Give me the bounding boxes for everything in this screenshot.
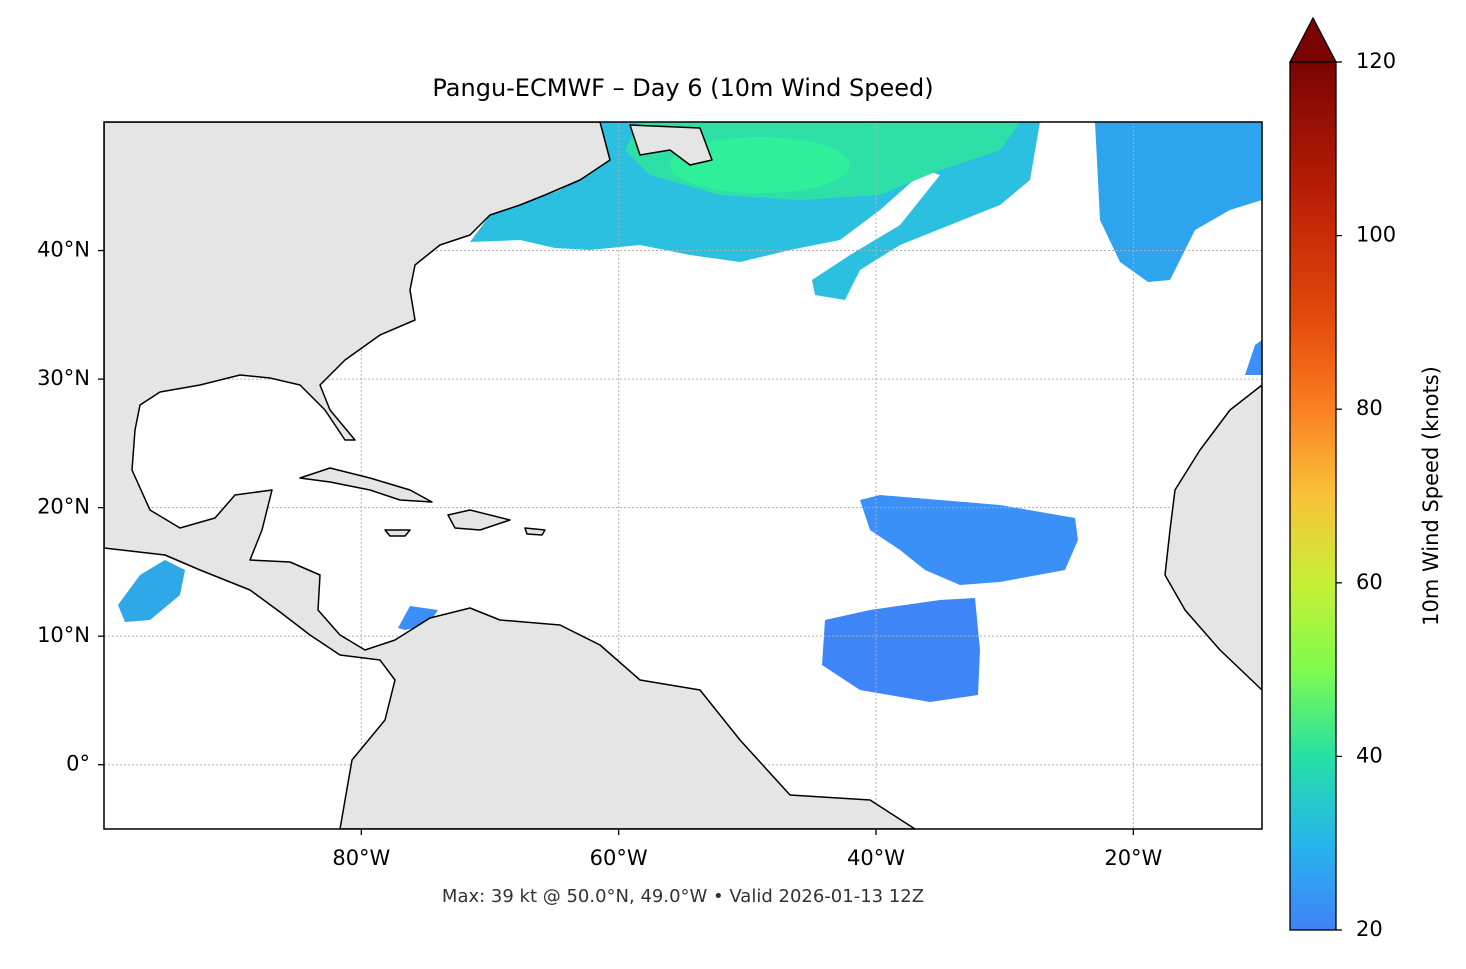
wind-region xyxy=(118,560,185,622)
landmass xyxy=(384,529,411,537)
x-tick-label: 60°W xyxy=(590,846,648,870)
colorbar-tick-label: 100 xyxy=(1356,223,1396,247)
x-tick-label: 80°W xyxy=(332,846,390,870)
colorbar-body xyxy=(1289,61,1337,931)
y-tick-label: 40°N xyxy=(37,238,90,262)
y-tick-label: 30°N xyxy=(37,366,90,390)
wind-region xyxy=(1245,340,1262,375)
colorbar-tick-label: 40 xyxy=(1356,743,1383,767)
landmass xyxy=(1164,384,1262,691)
landmass xyxy=(447,509,511,531)
colorbar-tick-label: 120 xyxy=(1356,49,1396,73)
landmass xyxy=(299,467,433,503)
x-tick-label: 20°W xyxy=(1104,846,1162,870)
colorbar-tick-label: 20 xyxy=(1356,917,1383,941)
colorbar-label: 10m Wind Speed (knots) xyxy=(1419,366,1443,626)
colorbar-extend xyxy=(1288,16,1338,63)
wind-region xyxy=(1095,122,1262,282)
colorbar-tick-label: 60 xyxy=(1356,570,1383,594)
y-tick-label: 10°N xyxy=(37,623,90,647)
wind-field xyxy=(118,122,1262,702)
plot-frame xyxy=(103,121,1263,830)
landmass xyxy=(104,122,916,829)
landmass xyxy=(629,124,713,166)
wind-region xyxy=(860,495,1078,585)
map-title: Pangu-ECMWF – Day 6 (10m Wind Speed) xyxy=(432,74,933,102)
x-tick-label: 40°W xyxy=(847,846,905,870)
y-tick-label: 0° xyxy=(66,752,90,776)
colorbar: 10m Wind Speed (knots) 20 40 60 80 100 120 xyxy=(1288,16,1443,941)
wind-region xyxy=(822,598,980,702)
map-area xyxy=(104,122,1262,829)
landmass xyxy=(524,527,546,536)
y-tick-label: 20°N xyxy=(37,495,90,519)
map-annotation: Max: 39 kt @ 50.0°N, 49.0°W • Valid 2026… xyxy=(442,886,924,907)
land xyxy=(104,122,1262,829)
colorbar-tick-label: 80 xyxy=(1356,396,1383,420)
wind-region xyxy=(670,137,850,193)
